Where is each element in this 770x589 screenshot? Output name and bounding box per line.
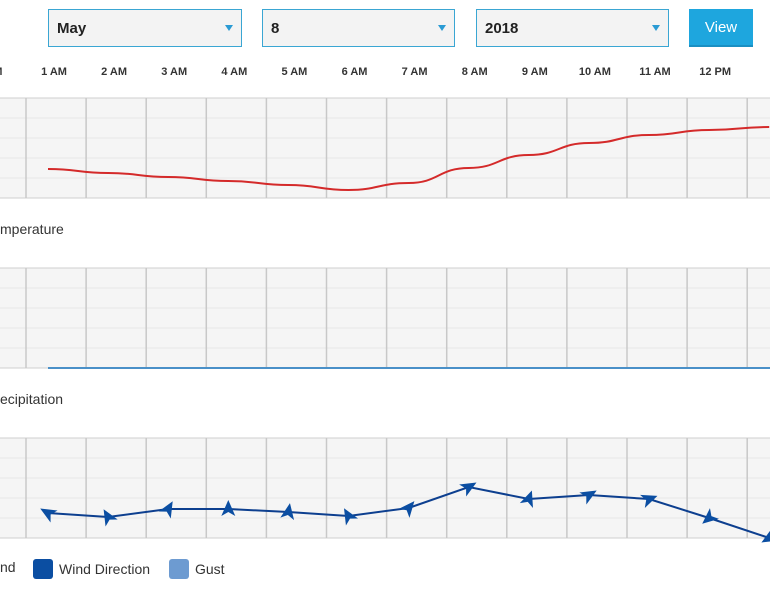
chevron-down-icon: [225, 25, 233, 31]
hour-label: 8 AM: [461, 66, 488, 78]
legend-wind-direction-label: Wind Direction: [59, 561, 151, 577]
legend-gust[interactable]: Gust: [169, 559, 225, 579]
wind-direction-marker: [579, 490, 597, 505]
wind-direction-marker: [640, 494, 658, 508]
wind-direction-marker: [221, 500, 236, 516]
legend-wind-label: nd: [0, 559, 16, 575]
panel-bg: [0, 268, 770, 368]
day-select[interactable]: 8: [262, 9, 455, 47]
precipitation-panel-label: ecipitation: [0, 391, 64, 407]
wind-direction-swatch: [33, 559, 53, 579]
wind-direction-marker: [103, 509, 118, 527]
hour-label: 9 AM: [521, 66, 548, 78]
panel-bg: [0, 98, 770, 198]
wind-direction-marker: [158, 501, 173, 519]
hour-label: 11 AM: [639, 66, 671, 78]
panel-bg: [0, 438, 770, 538]
month-value: May: [57, 19, 87, 37]
year-value: 2018: [485, 19, 519, 37]
view-button[interactable]: View: [689, 9, 753, 47]
hour-label: 2 AM: [101, 66, 128, 78]
month-select[interactable]: May: [48, 9, 242, 47]
hour-label: 10 AM: [578, 66, 611, 78]
wind-direction-marker: [459, 482, 477, 497]
wind-direction-marker: [702, 508, 719, 524]
wind-direction-marker: [40, 508, 58, 523]
hour-label: 12 PM: [699, 66, 731, 78]
hour-label: 5 AM: [281, 66, 308, 78]
hour-label: 7 AM: [401, 66, 428, 78]
legend-wind[interactable]: nd: [0, 559, 16, 575]
legend-wind-direction[interactable]: Wind Direction: [33, 559, 150, 579]
wind-direction-marker: [344, 508, 359, 526]
hour-label: 1 AM: [41, 66, 67, 78]
chevron-down-icon: [652, 25, 660, 31]
hour-label: 4 AM: [221, 66, 248, 78]
legend-gust-label: Gust: [195, 561, 225, 577]
wind-direction-marker: [398, 501, 415, 518]
hour-label: 3 AM: [161, 66, 188, 78]
wind-direction-marker: [761, 528, 770, 543]
wind-direction-marker: [519, 490, 533, 508]
chevron-down-icon: [438, 25, 446, 31]
temperature-line: [47, 126, 770, 192]
temperature-panel-label: mperature: [0, 221, 64, 237]
wind-direction-marker: [280, 503, 295, 521]
year-select[interactable]: 2018: [476, 9, 669, 47]
day-value: 8: [271, 19, 280, 37]
hour-label: 6 AM: [341, 66, 368, 78]
gust-swatch: [169, 559, 189, 579]
hour-label: AM: [0, 66, 2, 78]
